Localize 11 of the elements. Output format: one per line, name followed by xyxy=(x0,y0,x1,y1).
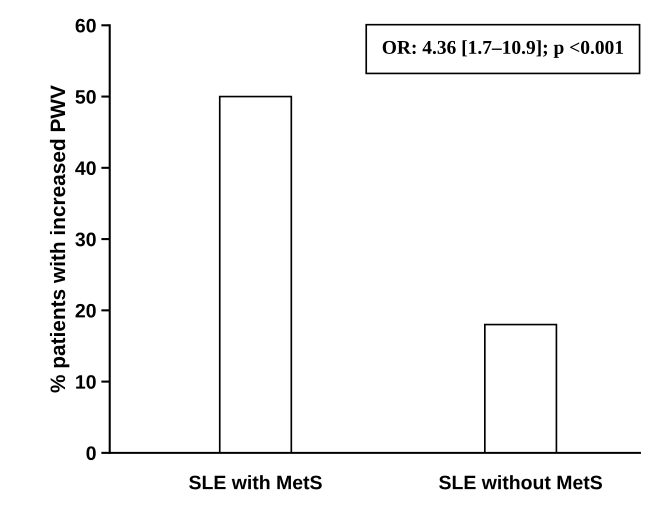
y-tick-label: 40 xyxy=(75,161,96,176)
y-axis-title: % patients with increased PWV xyxy=(50,85,70,393)
y-tick-label: 0 xyxy=(86,446,96,460)
y-tick-label: 30 xyxy=(75,232,96,246)
y-tick-label: 10 xyxy=(76,375,96,389)
y-tick-label: 20 xyxy=(76,304,96,318)
annotation: OR: 4.36 [1.7–10.9]; p <0.001 xyxy=(382,40,624,58)
x-tick-label: SLE with MetS xyxy=(189,475,322,490)
x-tick-label: SLE without MetS xyxy=(439,475,602,490)
y-tick-label: 60 xyxy=(76,18,96,33)
y-tick-label: 50 xyxy=(75,90,96,104)
